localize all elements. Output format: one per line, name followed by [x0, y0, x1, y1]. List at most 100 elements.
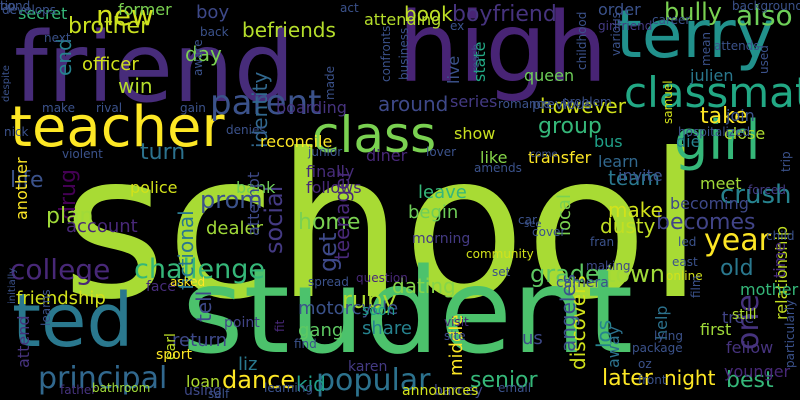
cloud-word: transfer	[528, 148, 592, 167]
cloud-word: still	[732, 307, 757, 323]
cloud-word: plan	[46, 204, 94, 229]
cloud-word: night	[664, 366, 716, 390]
cloud-word: face	[146, 279, 176, 295]
cloud-word: led	[678, 235, 697, 249]
cloud-word: barney	[434, 383, 483, 399]
cloud-word: bully	[664, 0, 722, 26]
cloud-word: girlfriend	[598, 19, 653, 33]
cloud-word: leave	[418, 182, 467, 203]
cloud-word: take	[700, 104, 748, 129]
cloud-word: high	[398, 0, 608, 104]
cloud-word: turn	[140, 140, 186, 165]
cloud-word: student	[182, 242, 634, 380]
cloud-word: lover	[426, 145, 457, 159]
cloud-word: despite	[1, 65, 12, 102]
cloud-word: motorcycle	[298, 298, 399, 319]
cloud-word: reconcile	[260, 132, 333, 151]
cloud-word: come	[530, 149, 558, 160]
cloud-word: dating	[392, 274, 456, 298]
cloud-word: class	[312, 106, 437, 164]
cloud-word: becoming	[670, 194, 749, 213]
cloud-word: friend	[14, 12, 295, 124]
cloud-word: question	[356, 271, 408, 285]
cloud-word: join	[726, 106, 755, 125]
cloud-word: book	[404, 2, 453, 26]
cloud-word: senior	[470, 368, 538, 393]
cloud-word: problem	[562, 95, 612, 109]
cloud-word: front	[638, 373, 667, 387]
cloud-word: younger	[724, 362, 791, 381]
cloud-word: teacher	[10, 95, 225, 160]
cloud-word: return	[172, 330, 228, 351]
cloud-word: ex	[450, 19, 465, 33]
cloud-word: particularly	[783, 299, 797, 368]
cloud-word: announces	[402, 383, 479, 399]
cloud-word: cover	[532, 225, 566, 239]
cloud-word: denies	[226, 123, 266, 137]
cloud-word: samuel	[661, 80, 675, 124]
cloud-word: attends	[714, 39, 760, 53]
cloud-word: forced	[748, 183, 786, 197]
cloud-word: asked	[170, 275, 206, 289]
cloud-word: karen	[348, 359, 388, 375]
cloud-word: dealer	[206, 218, 264, 239]
cloud-word: prom	[200, 186, 263, 214]
cloud-word: first	[700, 320, 732, 339]
cloud-word: girl	[674, 109, 761, 172]
cloud-word: develops	[2, 3, 57, 17]
cloud-word: lying	[654, 329, 683, 343]
cloud-word: meet	[700, 174, 742, 193]
cloud-word: follows	[306, 178, 362, 197]
cloud-word: order	[598, 0, 641, 19]
cloud-word: aware	[191, 39, 205, 76]
cloud-word: father	[60, 383, 97, 397]
cloud-word: community	[466, 247, 534, 261]
cloud-word: business	[397, 27, 411, 80]
cloud-word: attempt	[244, 171, 263, 236]
cloud-word: day	[185, 42, 222, 66]
cloud-word: us	[522, 328, 543, 349]
cloud-word: die	[676, 132, 701, 151]
cloud-word: bond	[0, 0, 31, 13]
cloud-word: befriends	[242, 18, 336, 42]
cloud-word: gain	[180, 101, 206, 115]
cloud-word: child	[766, 229, 795, 243]
cloud-word: email	[498, 381, 532, 395]
cloud-word: away	[604, 325, 623, 368]
cloud-word: dance	[222, 366, 296, 394]
cloud-word: attend	[14, 315, 33, 369]
cloud-word: mother	[740, 280, 799, 299]
cloud-word: next	[44, 31, 71, 45]
cloud-word: romance	[498, 97, 551, 111]
cloud-word: gang	[298, 320, 344, 341]
cloud-word: popular	[316, 363, 431, 398]
cloud-word: previous	[532, 97, 592, 113]
cloud-word: win	[118, 74, 153, 98]
cloud-word: around	[378, 92, 449, 116]
cloud-word: fit	[273, 319, 287, 332]
cloud-word: friendship	[16, 288, 106, 309]
cloud-word: old	[720, 256, 754, 281]
cloud-word: learn	[598, 152, 639, 171]
cloud-word: police	[130, 178, 178, 197]
cloud-word: ruby	[342, 286, 397, 314]
cloud-word: new	[96, 0, 154, 32]
cloud-word: tip	[0, 0, 16, 13]
cloud-word: amends	[474, 161, 522, 175]
cloud-word: later	[602, 366, 653, 391]
cloud-word: account	[66, 216, 138, 237]
cloud-word: find	[294, 337, 317, 351]
cloud-word: live	[444, 55, 463, 84]
cloud-word: learning	[264, 381, 313, 395]
cloud-word: best	[726, 368, 774, 393]
cloud-word: time	[770, 241, 789, 278]
cloud-word: make	[42, 101, 75, 115]
cloud-word: grade	[530, 260, 600, 288]
cloud-word: initially	[7, 267, 18, 304]
cloud-word: home	[298, 210, 361, 235]
cloud-word: kid	[296, 372, 326, 396]
cloud-word: point	[224, 315, 260, 331]
cloud-word: bus	[594, 132, 623, 151]
cloud-word: series	[450, 92, 498, 111]
